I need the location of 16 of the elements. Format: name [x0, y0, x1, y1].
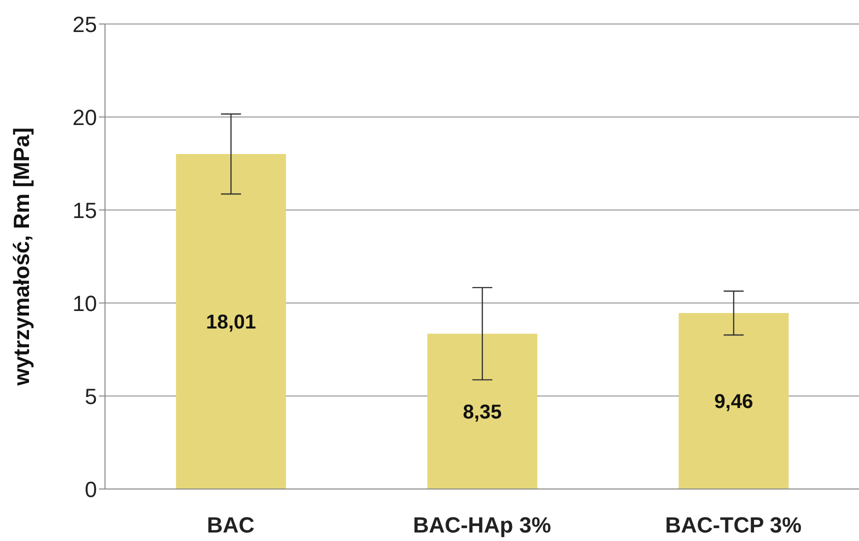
x-tick-label: BAC-HAp 3%: [412, 512, 552, 538]
y-tick-label: 0: [84, 476, 97, 502]
y-axis-title: wytrzymałość, Rm [MPa]: [8, 128, 34, 386]
y-tick-label: 15: [72, 198, 97, 223]
x-tick-label: BAC-TCP 3%: [665, 512, 802, 538]
data-label: 8,35: [462, 401, 502, 424]
y-tick-label: 25: [72, 12, 97, 37]
y-tick-label: 5: [84, 384, 97, 409]
bar: [678, 313, 789, 489]
bar: [176, 154, 286, 489]
data-label: 9,46: [714, 391, 754, 414]
data-label: 18,01: [206, 312, 256, 334]
x-tick-label: BAC: [206, 512, 255, 538]
y-tick-label: 10: [72, 290, 97, 316]
bar: [427, 334, 538, 489]
y-tick-label: 20: [72, 104, 97, 130]
